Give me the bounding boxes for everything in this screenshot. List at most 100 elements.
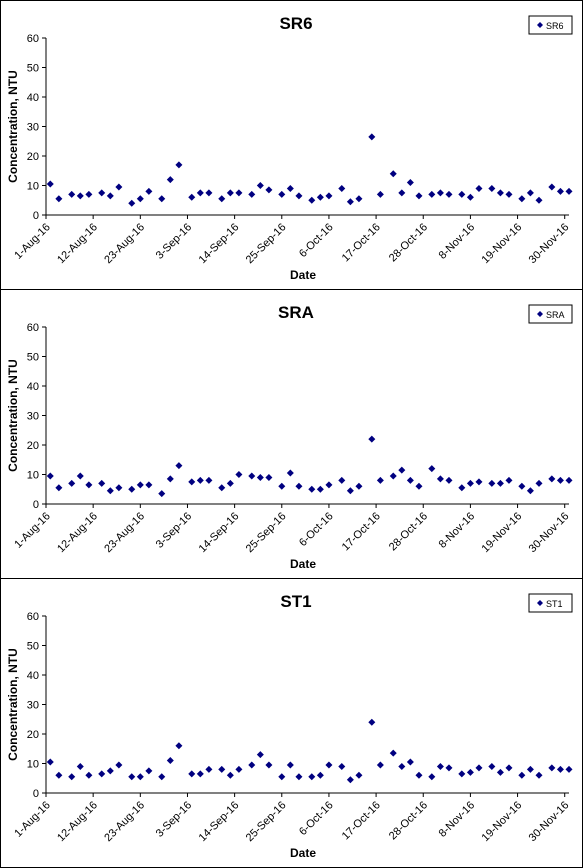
data-point xyxy=(265,186,273,194)
data-point xyxy=(68,773,76,781)
data-point xyxy=(376,190,384,198)
data-point xyxy=(368,435,376,443)
data-point xyxy=(505,476,513,484)
data-point xyxy=(316,485,324,493)
chart-sra: SRA 0 10 20 30 40 50 60 1-Aug-16 12-Aug-16 23-Aug-… xyxy=(6,303,573,571)
data-point xyxy=(325,761,333,769)
x-tick-label: 25-Sep-16 xyxy=(244,799,289,844)
data-point xyxy=(355,771,363,779)
x-tick-label: 28-Oct-16 xyxy=(387,799,430,842)
x-tick-label: 12-Aug-16 xyxy=(55,221,100,266)
data-point xyxy=(218,484,226,492)
data-point xyxy=(205,765,213,773)
data-point xyxy=(85,190,93,198)
data-point xyxy=(248,190,256,198)
x-tick-label: 8-Nov-16 xyxy=(437,221,477,261)
y-tick-label: 30 xyxy=(27,411,39,423)
data-point xyxy=(166,757,174,765)
y-tick-label: 20 xyxy=(27,729,39,741)
data-point xyxy=(389,749,397,757)
data-point xyxy=(406,179,414,187)
data-point xyxy=(415,771,423,779)
data-point xyxy=(398,189,406,197)
x-tick-label: 23-Aug-16 xyxy=(102,799,147,844)
data-point xyxy=(556,765,564,773)
data-point xyxy=(308,773,316,781)
data-point xyxy=(496,189,504,197)
data-point xyxy=(188,478,196,486)
data-point xyxy=(226,189,234,197)
legend-box xyxy=(528,593,573,613)
data-point xyxy=(488,762,496,770)
data-point xyxy=(196,770,204,778)
data-point xyxy=(218,765,226,773)
data-point xyxy=(226,479,234,487)
data-point xyxy=(458,770,466,778)
data-point xyxy=(316,193,324,201)
data-point xyxy=(518,195,526,203)
data-point xyxy=(415,192,423,200)
data-point xyxy=(128,485,136,493)
data-point xyxy=(196,476,204,484)
data-point xyxy=(338,762,346,770)
data-point xyxy=(428,465,436,473)
data-point xyxy=(548,475,556,483)
x-tick-label: 14-Sep-16 xyxy=(197,510,242,555)
x-axis-label: Date xyxy=(290,557,316,571)
x-tick-label: 6-Oct-16 xyxy=(297,799,336,838)
chart-title: SRA xyxy=(278,303,314,322)
data-point xyxy=(475,184,483,192)
y-tick-label: 0 xyxy=(33,210,39,222)
data-point xyxy=(278,190,286,198)
y-tick-label: 40 xyxy=(27,92,39,104)
data-point xyxy=(488,184,496,192)
x-tick-label: 25-Sep-16 xyxy=(244,221,289,266)
data-point xyxy=(436,189,444,197)
y-tick-label: 20 xyxy=(27,440,39,452)
x-axis-label: Date xyxy=(290,268,316,282)
data-point xyxy=(76,472,84,480)
data-point xyxy=(286,761,294,769)
y-tick-label: 50 xyxy=(27,641,39,653)
data-point xyxy=(466,193,474,201)
x-tick-label: 1-Aug-16 xyxy=(12,799,52,839)
legend: SR6 xyxy=(528,15,573,35)
data-point xyxy=(256,473,264,481)
data-point xyxy=(175,161,183,169)
data-point xyxy=(526,765,534,773)
legend-marker xyxy=(537,22,543,28)
data-point xyxy=(76,762,84,770)
data-point xyxy=(175,462,183,470)
y-tick-label: 40 xyxy=(27,670,39,682)
x-axis-label: Date xyxy=(290,846,316,860)
data-point xyxy=(46,180,54,188)
data-point xyxy=(565,187,573,195)
data-point xyxy=(205,189,213,197)
data-point xyxy=(85,481,93,489)
data-point xyxy=(235,471,243,478)
x-tick-label: 30-Nov-16 xyxy=(527,799,572,844)
legend-marker xyxy=(537,600,543,606)
legend-label: SRA xyxy=(546,310,565,320)
data-point xyxy=(128,199,136,207)
data-point xyxy=(535,196,543,204)
data-point xyxy=(295,192,303,200)
data-point xyxy=(256,182,264,189)
data-point xyxy=(145,767,153,775)
data-point xyxy=(355,482,363,490)
data-point xyxy=(158,773,166,781)
data-point xyxy=(46,758,54,766)
data-point xyxy=(218,195,226,203)
x-tick-label: 6-Oct-16 xyxy=(297,221,336,260)
data-point xyxy=(505,764,513,772)
data-point xyxy=(46,472,54,480)
data-point xyxy=(226,771,234,779)
data-point xyxy=(436,475,444,483)
data-point xyxy=(428,190,436,198)
y-axis-label: Concentration, NTU xyxy=(6,70,20,183)
data-point xyxy=(368,133,376,141)
x-tick-label: 30-Nov-16 xyxy=(527,221,572,266)
data-point xyxy=(115,484,123,492)
chart-panel-st1: ST1 0 10 20 30 40 50 60 1-Aug-16 12-Aug-16 23-Aug-… xyxy=(0,578,583,868)
data-point xyxy=(445,476,453,484)
